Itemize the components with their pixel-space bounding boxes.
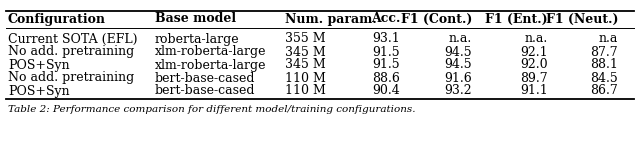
Text: F1 (Cont.): F1 (Cont.) — [401, 12, 472, 25]
Text: 91.5: 91.5 — [372, 58, 400, 72]
Text: No add. pretraining: No add. pretraining — [8, 45, 134, 58]
Text: 84.5: 84.5 — [590, 72, 618, 85]
Text: 93.2: 93.2 — [444, 85, 472, 98]
Text: No add. pretraining: No add. pretraining — [8, 72, 134, 85]
Text: F1 (Neut.): F1 (Neut.) — [545, 12, 618, 25]
Text: Table 2: Performance comparison for different model/training configurations.: Table 2: Performance comparison for diff… — [8, 105, 415, 114]
Text: 93.1: 93.1 — [372, 32, 400, 45]
Text: 88.6: 88.6 — [372, 72, 400, 85]
Text: n.a.: n.a. — [525, 32, 548, 45]
Text: xlm-roberta-large: xlm-roberta-large — [155, 45, 266, 58]
Text: POS+Syn: POS+Syn — [8, 58, 70, 72]
Text: 91.5: 91.5 — [372, 45, 400, 58]
Text: n.a: n.a — [598, 32, 618, 45]
Text: 88.1: 88.1 — [590, 58, 618, 72]
Text: Num. param.: Num. param. — [285, 12, 377, 25]
Text: 345 M: 345 M — [285, 45, 326, 58]
Text: 110 M: 110 M — [285, 72, 326, 85]
Text: Current SOTA (EFL): Current SOTA (EFL) — [8, 32, 138, 45]
Text: bert-base-cased: bert-base-cased — [155, 72, 255, 85]
Text: Base model: Base model — [155, 12, 236, 25]
Text: 92.1: 92.1 — [520, 45, 548, 58]
Text: 355 M: 355 M — [285, 32, 326, 45]
Text: Acc.: Acc. — [371, 12, 400, 25]
Text: roberta-large: roberta-large — [155, 32, 239, 45]
Text: F1 (Ent.): F1 (Ent.) — [485, 12, 548, 25]
Text: 110 M: 110 M — [285, 85, 326, 98]
Text: 92.0: 92.0 — [520, 58, 548, 72]
Text: 91.1: 91.1 — [520, 85, 548, 98]
Text: 345 M: 345 M — [285, 58, 326, 72]
Text: bert-base-cased: bert-base-cased — [155, 85, 255, 98]
Text: Configuration: Configuration — [8, 12, 106, 25]
Text: n.a.: n.a. — [449, 32, 472, 45]
Text: 94.5: 94.5 — [444, 58, 472, 72]
Text: 94.5: 94.5 — [444, 45, 472, 58]
Text: 90.4: 90.4 — [372, 85, 400, 98]
Text: 89.7: 89.7 — [520, 72, 548, 85]
Text: 86.7: 86.7 — [590, 85, 618, 98]
Text: 87.7: 87.7 — [590, 45, 618, 58]
Text: POS+Syn: POS+Syn — [8, 85, 70, 98]
Text: 91.6: 91.6 — [444, 72, 472, 85]
Text: xlm-roberta-large: xlm-roberta-large — [155, 58, 266, 72]
